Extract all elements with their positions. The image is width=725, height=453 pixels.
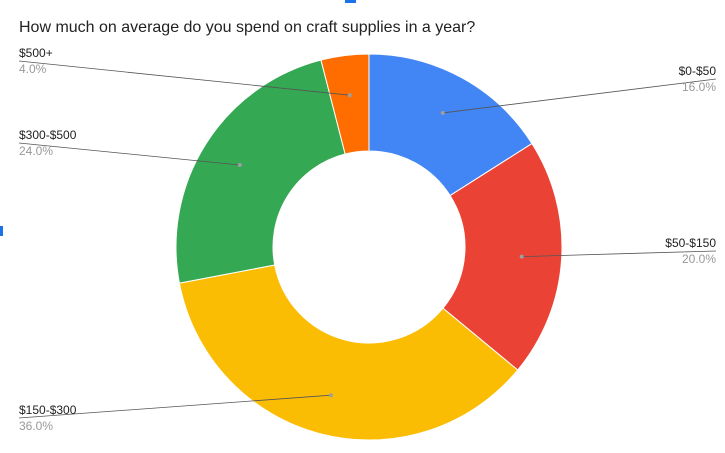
labels-group: $0-$50 16.0% $50-$150 20.0% $150-$300 36.0% $3… (18, 46, 717, 433)
leader-line-150-300 (18, 394, 331, 419)
slice-300-500[interactable] (175, 59, 346, 284)
slice-0-50[interactable] (368, 53, 533, 197)
percent-50-150: 20.0% (682, 252, 716, 266)
label-0-50: $0-$50 (679, 64, 717, 78)
chart-title: How much on average do you spend on craf… (19, 19, 476, 36)
percent-300-500: 24.0% (19, 144, 53, 158)
percent-0-50: 16.0% (682, 80, 716, 94)
leader-line-50-150 (521, 250, 717, 258)
leader-dot-500-plus (347, 93, 352, 98)
leader-dot-50-150 (519, 254, 524, 259)
percent-500-plus: 4.0% (19, 62, 47, 76)
slice-150-300[interactable] (178, 264, 519, 441)
leader-line-0-50 (442, 78, 717, 114)
slice-50-150[interactable] (442, 142, 563, 371)
selection-handle-top[interactable] (345, 0, 356, 3)
leader-line-500-plus (18, 60, 350, 96)
label-300-500: $300-$500 (19, 128, 77, 142)
label-150-300: $150-$300 (19, 403, 77, 417)
slices-group (175, 53, 563, 441)
leader-dot-150-300 (328, 393, 333, 398)
selection-handle-left[interactable] (0, 226, 3, 236)
leader-line-300-500 (18, 142, 240, 166)
label-500-plus: $500+ (19, 46, 53, 60)
leader-dot-0-50 (440, 110, 445, 115)
leader-dot-300-500 (237, 163, 242, 168)
percent-150-300: 36.0% (19, 419, 53, 433)
slice-500-plus[interactable] (320, 53, 370, 155)
label-50-150: $50-$150 (665, 236, 716, 250)
